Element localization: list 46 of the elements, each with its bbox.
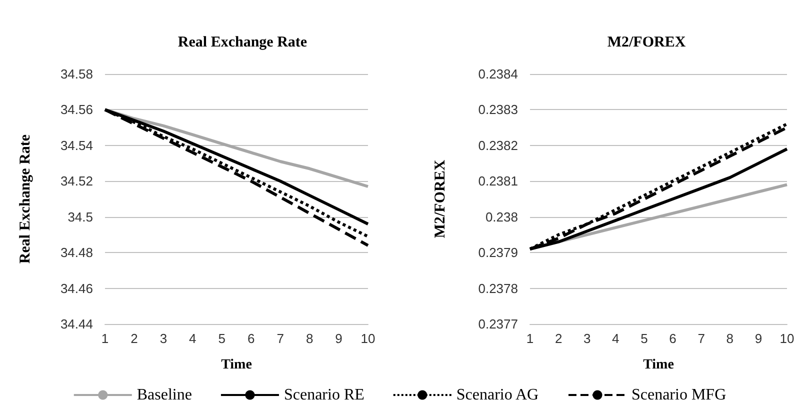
- x-tick-label: 3: [160, 331, 168, 346]
- y-tick-label: 0.2383: [478, 102, 518, 118]
- y-tick-label: 34.54: [60, 138, 93, 153]
- chart-title: M2/FOREX: [607, 34, 686, 50]
- y-tick-label: 0.2379: [478, 245, 518, 260]
- legend-label: Scenario AG: [456, 386, 540, 404]
- x-tick-label: 6: [247, 331, 255, 346]
- y-tick-label: 0.238: [485, 209, 518, 224]
- x-tick-label: 4: [189, 331, 196, 346]
- chart-title: Real Exchange Rate: [178, 34, 308, 50]
- x-tick-label: 4: [612, 331, 620, 346]
- x-axis-title: Time: [643, 358, 674, 372]
- y-tick-label: 34.58: [60, 66, 93, 82]
- x-tick-label: 3: [583, 331, 591, 346]
- x-tick-label: 7: [276, 331, 284, 346]
- y-tick-label: 34.48: [60, 245, 93, 260]
- x-tick-label: 10: [780, 331, 794, 346]
- x-tick-label: 9: [335, 331, 342, 346]
- y-tick-label: 34.52: [60, 174, 93, 189]
- x-tick-label: 7: [698, 331, 705, 346]
- x-tick-label: 2: [554, 331, 562, 346]
- legend-label: Scenario RE: [284, 386, 364, 404]
- x-tick-label: 10: [360, 331, 376, 346]
- y-tick-label: 34.56: [60, 102, 93, 118]
- x-tick-label: 5: [218, 331, 226, 346]
- y-tick-label: 0.2377: [478, 316, 518, 332]
- x-tick-label: 8: [306, 331, 314, 346]
- x-tick-label: 5: [640, 331, 648, 346]
- y-tick-label: 0.2382: [478, 138, 518, 153]
- x-tick-label: 1: [101, 331, 109, 346]
- x-tick-label: 1: [526, 331, 534, 346]
- x-tick-label: 6: [669, 331, 676, 346]
- legend-label: Scenario MFG: [631, 386, 727, 404]
- y-axis-title: Real Exchange Rate: [18, 134, 34, 264]
- y-tick-label: 34.44: [60, 316, 93, 332]
- x-tick-label: 2: [130, 331, 138, 346]
- legend-label: Baseline: [136, 386, 192, 404]
- x-tick-label: 9: [754, 331, 762, 346]
- y-axis-title: M2/FOREX: [432, 160, 448, 238]
- x-axis-title: Time: [221, 358, 252, 372]
- y-tick-label: 0.2384: [478, 66, 518, 82]
- y-tick-label: 0.2381: [478, 174, 518, 189]
- y-tick-label: 34.46: [60, 280, 93, 296]
- y-tick-label: 34.5: [68, 209, 93, 224]
- x-tick-label: 8: [726, 331, 734, 346]
- y-tick-label: 0.2378: [478, 280, 518, 296]
